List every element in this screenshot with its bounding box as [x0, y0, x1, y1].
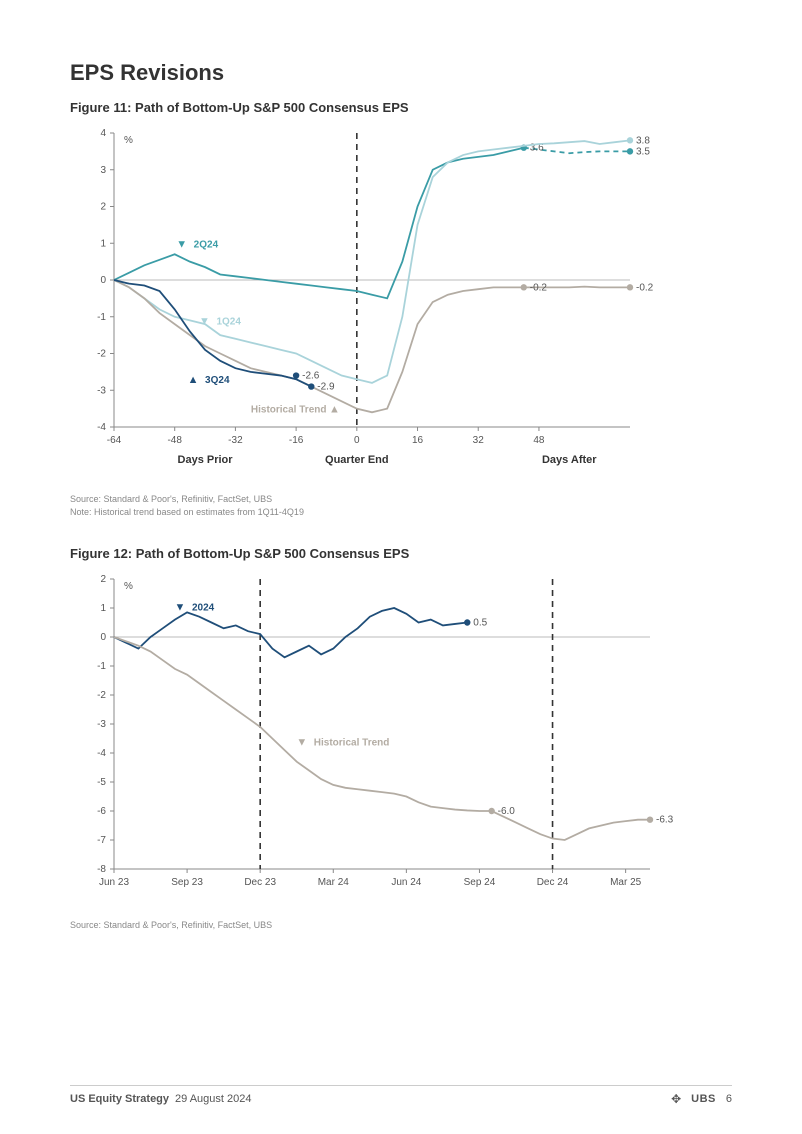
figure-12-source: Source: Standard & Poor's, Refinitiv, Fa… [70, 919, 732, 932]
svg-text:3.5: 3.5 [636, 146, 650, 157]
svg-text:Sep 24: Sep 24 [464, 877, 496, 888]
svg-text:Historical Trend: Historical Trend [251, 405, 327, 416]
svg-text:-6.3: -6.3 [656, 815, 674, 826]
svg-text:Jun 24: Jun 24 [391, 877, 421, 888]
footer-date: 29 August 2024 [175, 1093, 251, 1105]
svg-text:▲: ▲ [188, 374, 199, 386]
svg-text:-0.2: -0.2 [530, 282, 548, 293]
svg-text:2Q24: 2Q24 [194, 239, 219, 250]
svg-text:-6.0: -6.0 [498, 806, 516, 817]
figure-12-chart: -8 -7 -6 -5 -4 -3 -2 -1 0 1 2% Jun 23 Sep 23 Dec 23 Ma… [70, 569, 732, 909]
page-number: 6 [726, 1093, 732, 1105]
svg-text:▼: ▼ [296, 737, 307, 749]
svg-text:-4: -4 [97, 422, 106, 433]
figure-11-chart: -4 -3 -2 -1 0 1 2 3 4% -64 -48 -32 -16 0 16 32 48 Days Pr… [70, 123, 732, 483]
svg-text:0: 0 [100, 275, 106, 286]
svg-text:Days Prior: Days Prior [178, 454, 234, 466]
svg-text:▼: ▼ [175, 602, 186, 614]
svg-text:Mar 25: Mar 25 [610, 877, 642, 888]
svg-text:Jun 23: Jun 23 [99, 877, 129, 888]
svg-text:Dec 24: Dec 24 [537, 877, 569, 888]
svg-text:2: 2 [100, 202, 106, 213]
svg-text:-5: -5 [97, 777, 106, 788]
figure-11-source: Source: Standard & Poor's, Refinitiv, Fa… [70, 493, 732, 518]
svg-text:0: 0 [100, 632, 106, 643]
svg-text:2024: 2024 [192, 603, 215, 614]
svg-text:-16: -16 [289, 435, 304, 446]
svg-text:-1: -1 [97, 661, 106, 672]
svg-text:Mar 24: Mar 24 [318, 877, 350, 888]
svg-text:-0.2: -0.2 [636, 282, 654, 293]
svg-text:Sep 23: Sep 23 [171, 877, 203, 888]
svg-text:0: 0 [354, 435, 360, 446]
page: EPS Revisions Figure 11: Path of Bottom-… [0, 0, 802, 1134]
svg-text:Quarter End: Quarter End [325, 454, 389, 466]
ubs-logo: UBS [691, 1093, 716, 1105]
source-line: Source: Standard & Poor's, Refinitiv, Fa… [70, 493, 732, 506]
svg-text:-2: -2 [97, 690, 106, 701]
svg-text:-6: -6 [97, 806, 106, 817]
page-title: EPS Revisions [70, 60, 732, 86]
svg-text:▲: ▲ [329, 404, 340, 416]
svg-text:-3: -3 [97, 385, 106, 396]
svg-text:-7: -7 [97, 835, 106, 846]
note-line: Note: Historical trend based on estimate… [70, 506, 732, 519]
svg-text:0.5: 0.5 [473, 618, 487, 629]
svg-text:▼: ▼ [199, 315, 210, 327]
svg-text:%: % [124, 581, 133, 592]
svg-text:3Q24: 3Q24 [205, 375, 230, 386]
svg-text:▼: ▼ [176, 238, 187, 250]
svg-text:16: 16 [412, 435, 424, 446]
svg-text:-32: -32 [228, 435, 243, 446]
svg-text:-2.6: -2.6 [302, 371, 320, 382]
svg-text:1Q24: 1Q24 [216, 316, 241, 327]
svg-text:4: 4 [100, 128, 106, 139]
svg-text:-1: -1 [97, 312, 106, 323]
svg-text:-3: -3 [97, 719, 106, 730]
svg-text:1: 1 [100, 603, 106, 614]
svg-text:2: 2 [100, 574, 106, 585]
svg-text:Days After: Days After [542, 454, 597, 466]
figure-11-title: Figure 11: Path of Bottom-Up S&P 500 Con… [70, 100, 732, 115]
ubs-keys-icon: ✥ [671, 1092, 681, 1106]
svg-text:-4: -4 [97, 748, 106, 759]
footer-right: ✥ UBS 6 [671, 1092, 732, 1106]
svg-text:-8: -8 [97, 864, 106, 875]
svg-text:3: 3 [100, 165, 106, 176]
svg-text:3.8: 3.8 [636, 135, 650, 146]
footer-strategy: US Equity Strategy [70, 1093, 169, 1105]
source-line: Source: Standard & Poor's, Refinitiv, Fa… [70, 919, 732, 932]
svg-text:-48: -48 [167, 435, 182, 446]
svg-text:32: 32 [473, 435, 485, 446]
svg-text:-2: -2 [97, 349, 106, 360]
figure-12-title: Figure 12: Path of Bottom-Up S&P 500 Con… [70, 546, 732, 561]
svg-text:48: 48 [533, 435, 545, 446]
svg-text:%: % [124, 135, 133, 146]
svg-text:1: 1 [100, 238, 106, 249]
page-footer: US Equity Strategy 29 August 2024 ✥ UBS … [70, 1085, 732, 1106]
svg-text:-64: -64 [107, 435, 122, 446]
svg-text:Historical Trend: Historical Trend [314, 738, 390, 749]
svg-text:Dec 23: Dec 23 [244, 877, 276, 888]
footer-left: US Equity Strategy 29 August 2024 [70, 1093, 252, 1105]
svg-text:-2.9: -2.9 [317, 382, 335, 393]
